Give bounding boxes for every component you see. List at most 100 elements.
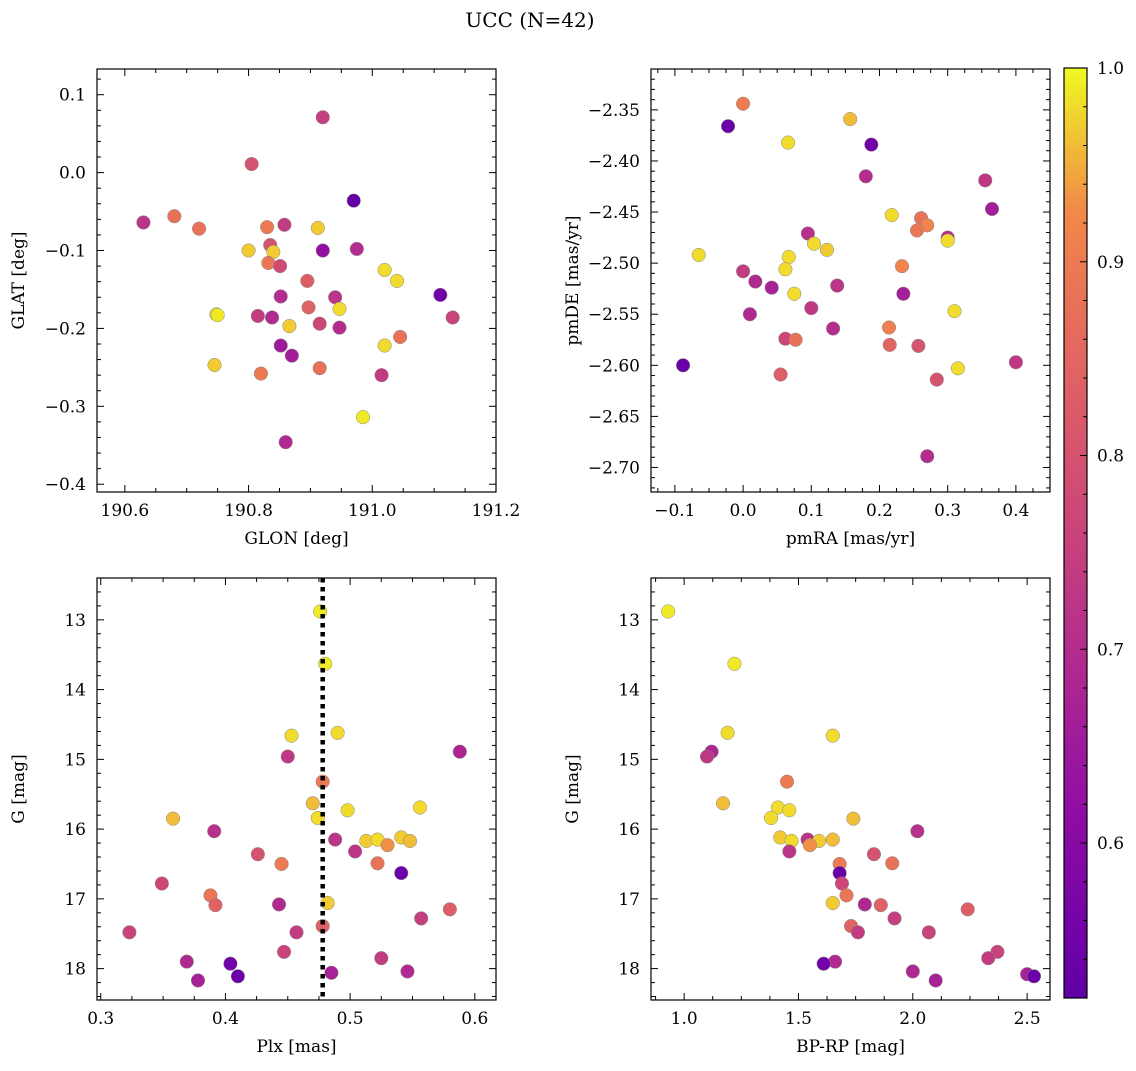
- data-point: [857, 897, 872, 912]
- data-point: [720, 725, 735, 740]
- x-tick-label: 2.5: [1014, 1009, 1041, 1029]
- data-point: [788, 332, 803, 347]
- data-point: [909, 223, 925, 238]
- x-tick-label: 2.0: [899, 1009, 926, 1029]
- data-point: [284, 348, 299, 363]
- data-point: [843, 112, 858, 127]
- panel-4: 1.0 1.5 2.0 2.5 13 14 15 16 17 18 BP-RP [mag] G [ma…: [563, 577, 1051, 1057]
- data-point: [300, 273, 315, 288]
- data-point: [271, 897, 287, 912]
- colorbar-tick-label: 0.9: [1097, 253, 1124, 273]
- data-point: [910, 824, 925, 839]
- data-point: [782, 803, 797, 818]
- scatter-points: [136, 110, 460, 450]
- data-point: [313, 604, 328, 619]
- y-tick-label: 17: [618, 890, 640, 910]
- scatter-points: [676, 96, 1023, 464]
- data-point: [858, 169, 873, 184]
- data-point: [881, 320, 897, 335]
- y-tick-label: 15: [618, 750, 640, 770]
- data-point: [393, 329, 408, 345]
- data-point: [207, 824, 222, 839]
- x-tick-label: 0.0: [730, 501, 757, 521]
- y-axis-label: GLAT [deg]: [9, 231, 29, 329]
- data-point: [804, 301, 819, 316]
- data-point: [154, 876, 169, 891]
- colorbar: 0.6 0.7 0.8 0.9 1.0: [1063, 59, 1124, 999]
- data-point: [742, 307, 757, 322]
- data-point: [779, 774, 795, 789]
- data-point: [960, 902, 975, 917]
- x-tick-label: 0.3: [934, 501, 961, 521]
- data-point: [778, 262, 793, 277]
- data-point: [736, 96, 751, 111]
- plot-frame: [650, 577, 1051, 1001]
- colorbar-tick-label: 0.7: [1097, 640, 1124, 660]
- x-tick-label: 0.1: [798, 501, 825, 521]
- data-point: [905, 964, 920, 979]
- x-tick-label: 1.0: [671, 1009, 698, 1029]
- data-point: [289, 925, 304, 940]
- data-point: [940, 233, 955, 248]
- data-point: [721, 119, 736, 134]
- x-tick-label: −0.1: [654, 501, 695, 521]
- data-point: [274, 856, 289, 872]
- data-point: [816, 956, 831, 971]
- data-point: [661, 604, 676, 619]
- data-point: [250, 308, 265, 323]
- data-point: [787, 286, 802, 301]
- y-tick-label: −0.2: [45, 319, 86, 339]
- data-point: [282, 319, 297, 334]
- data-point: [748, 274, 763, 289]
- scatter-points: [122, 604, 467, 988]
- data-point: [324, 965, 339, 980]
- data-point: [984, 201, 1000, 217]
- y-tick-label: −2.55: [588, 305, 640, 325]
- y-tick-label: −2.65: [588, 407, 640, 427]
- data-point: [301, 300, 316, 315]
- data-point: [928, 973, 943, 988]
- data-point: [312, 361, 327, 376]
- data-point: [445, 310, 460, 325]
- data-point: [355, 410, 371, 425]
- data-point: [978, 173, 993, 188]
- x-tick-label: 190.6: [101, 501, 150, 521]
- data-point: [136, 215, 151, 230]
- data-point: [885, 856, 900, 871]
- x-tick-label: 0.5: [337, 1009, 364, 1029]
- y-tick-label: 13: [64, 611, 86, 631]
- data-point: [806, 236, 822, 251]
- x-axis-label: Plx [mas]: [256, 1037, 336, 1057]
- data-point: [882, 337, 897, 352]
- y-tick-label: 0.0: [59, 164, 86, 184]
- data-point: [332, 320, 347, 335]
- data-point: [318, 656, 333, 671]
- data-point: [380, 838, 395, 853]
- colorbar-tick-label: 0.8: [1097, 447, 1124, 467]
- data-point: [273, 338, 288, 353]
- data-point: [834, 876, 849, 891]
- data-point: [315, 243, 330, 258]
- data-point: [850, 925, 865, 940]
- y-tick-label: 15: [64, 750, 86, 770]
- data-point: [864, 137, 879, 152]
- data-point: [1026, 969, 1042, 984]
- x-tick-label: 0.2: [866, 501, 893, 521]
- data-point: [348, 844, 363, 859]
- scatter-points: [661, 604, 1042, 988]
- data-point: [715, 796, 731, 811]
- y-axis-label: G [mag]: [9, 754, 29, 823]
- data-point: [736, 264, 751, 279]
- data-point: [911, 338, 926, 353]
- y-tick-label: −0.4: [45, 475, 86, 495]
- data-point: [265, 310, 280, 325]
- data-point: [920, 449, 935, 464]
- data-point: [284, 728, 299, 743]
- y-axis-label: pmDE [mas/yr]: [563, 215, 583, 345]
- data-point: [442, 902, 457, 917]
- data-point: [277, 217, 292, 232]
- data-point: [330, 725, 345, 740]
- data-point: [223, 956, 238, 971]
